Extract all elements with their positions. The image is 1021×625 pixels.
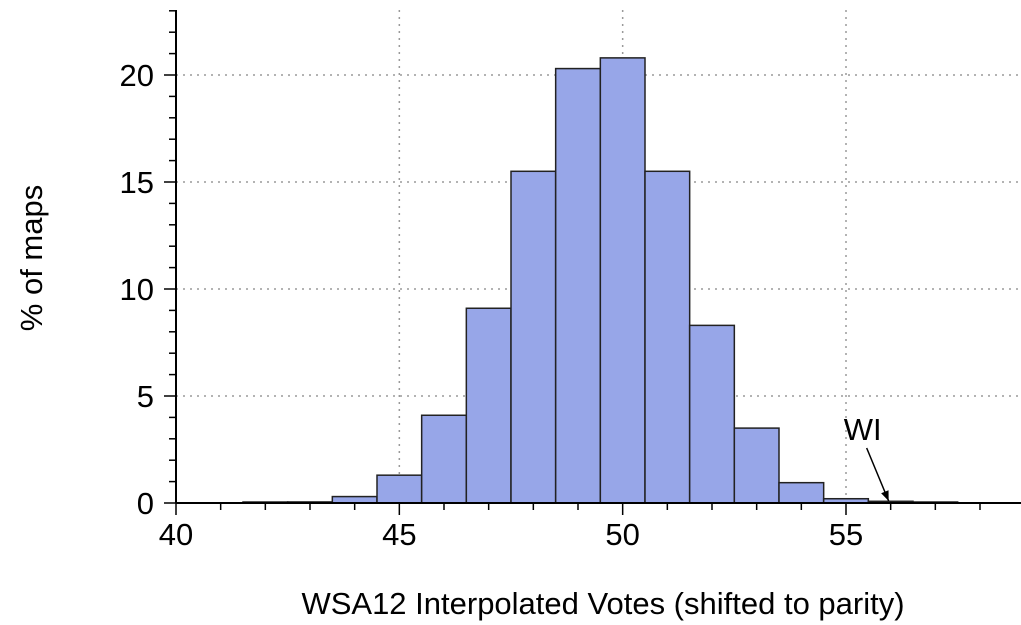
y-axis-label: % of maps xyxy=(14,185,49,331)
x-tick-label-45: 45 xyxy=(382,517,416,552)
histogram-bar-10 xyxy=(688,324,736,504)
bars xyxy=(242,57,959,504)
annotations: WI xyxy=(844,412,890,502)
histogram-bar-5 xyxy=(465,307,512,504)
axes xyxy=(175,10,1021,504)
y-tick-label-0: 0 xyxy=(137,486,154,521)
histogram-bar-7 xyxy=(554,67,602,504)
x-axis-label: WSA12 Interpolated Votes (shifted to par… xyxy=(301,586,904,621)
histogram-bar-12 xyxy=(778,481,825,504)
x-tick-label-50: 50 xyxy=(605,517,639,552)
histogram-bar-6 xyxy=(510,170,557,504)
histogram-bar-11 xyxy=(733,427,780,504)
annotation-arrowhead-0 xyxy=(881,490,889,501)
x-tick-label-55: 55 xyxy=(829,517,863,552)
x-tick-label-40: 40 xyxy=(159,517,193,552)
ticks: 40 45 50 55 0 5 10 15 20 xyxy=(120,10,981,552)
y-tick-label-5: 5 xyxy=(137,379,154,414)
histogram-bar-3 xyxy=(376,474,423,504)
y-tick-label-20: 20 xyxy=(120,58,154,93)
histogram-bar-4 xyxy=(420,414,468,504)
histogram-bar-9 xyxy=(644,170,691,504)
histogram-bar-8 xyxy=(599,57,646,504)
y-tick-label-15: 15 xyxy=(120,165,154,200)
y-tick-label-10: 10 xyxy=(120,272,154,307)
annotation-label-0: WI xyxy=(844,412,882,447)
